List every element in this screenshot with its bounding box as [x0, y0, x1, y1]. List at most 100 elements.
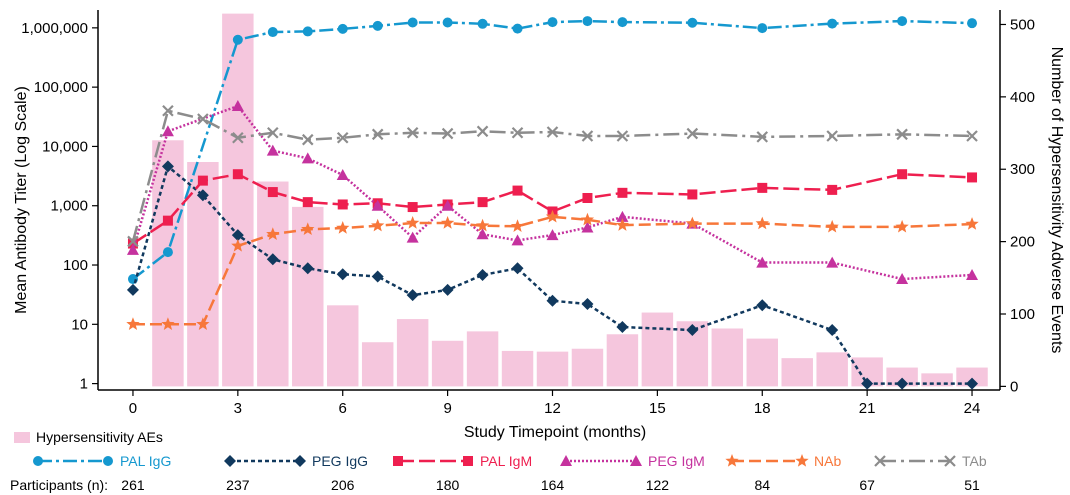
data-point	[756, 256, 769, 268]
data-point	[302, 26, 313, 37]
ae-bar	[257, 181, 289, 387]
legend-marker	[944, 455, 956, 467]
legend-marker	[874, 455, 886, 467]
series-peg-igg	[126, 160, 979, 390]
x-tick-label: 15	[649, 400, 666, 417]
legend-item: PAL IgG	[33, 453, 171, 469]
data-point	[476, 268, 489, 281]
data-point	[476, 125, 489, 138]
data-point	[162, 247, 173, 258]
ae-bar	[571, 348, 604, 387]
participants-count: 67	[859, 477, 875, 493]
data-point	[756, 131, 769, 143]
legend-marker	[795, 454, 809, 467]
ae-bar	[396, 319, 429, 387]
legend-label: PAL IgM	[480, 453, 532, 469]
data-point	[441, 283, 454, 296]
data-point	[337, 23, 348, 34]
data-point	[896, 128, 908, 141]
data-point	[162, 104, 174, 117]
participants-count: 206	[331, 477, 355, 493]
participants-count: 261	[121, 477, 145, 493]
data-point	[686, 127, 699, 140]
data-point	[966, 130, 978, 142]
data-point	[162, 215, 173, 226]
data-point	[966, 268, 979, 280]
data-point	[232, 34, 243, 45]
data-point	[336, 221, 350, 234]
data-point	[967, 18, 978, 29]
legend-marker	[725, 454, 739, 467]
right-y-tick-label: 0	[1010, 378, 1018, 395]
legend-item: PAL IgM	[393, 453, 532, 469]
data-point	[511, 234, 524, 246]
data-point	[266, 227, 280, 240]
data-point	[477, 197, 488, 208]
data-point	[582, 192, 593, 203]
legend-marker	[224, 455, 236, 467]
x-tick-label: 18	[754, 400, 771, 417]
data-point	[895, 219, 909, 233]
data-point	[371, 218, 385, 232]
data-point	[442, 17, 453, 28]
data-point	[687, 189, 698, 200]
data-point	[337, 199, 348, 210]
data-point	[371, 270, 384, 283]
participants-count: 122	[646, 477, 670, 493]
data-point	[231, 238, 245, 252]
left-y-tick-label: 100	[63, 257, 88, 274]
data-point	[616, 210, 629, 222]
data-point	[616, 321, 629, 334]
data-point	[231, 100, 244, 112]
ae-bar	[431, 340, 464, 387]
data-point	[896, 377, 909, 390]
data-point	[616, 130, 629, 142]
x-tick-label: 3	[234, 400, 242, 417]
data-point	[687, 17, 698, 28]
participants-count: 84	[754, 477, 770, 493]
data-point	[267, 126, 279, 139]
left-y-tick-label: 1,000	[50, 198, 88, 215]
data-point	[581, 221, 594, 233]
series-pal-igg	[127, 16, 978, 285]
series-line	[131, 109, 973, 242]
right-y-tick-label: 100	[1010, 306, 1035, 323]
data-point	[582, 16, 593, 27]
ae-bar	[816, 352, 848, 387]
data-point	[512, 23, 523, 34]
data-point	[161, 160, 174, 173]
legend-marker	[294, 455, 306, 467]
ae-bar	[781, 358, 813, 387]
data-point	[126, 283, 139, 296]
data-point	[861, 377, 874, 390]
data-point	[406, 231, 419, 243]
series-tab	[127, 104, 978, 248]
data-point	[511, 126, 524, 139]
data-point	[686, 324, 699, 337]
data-point	[406, 289, 419, 302]
participants-count: 164	[541, 477, 565, 493]
data-point	[197, 175, 208, 186]
ae-bar	[746, 338, 778, 387]
data-point	[371, 199, 384, 211]
data-point	[406, 126, 419, 139]
data-point	[196, 189, 209, 202]
data-point	[232, 131, 244, 144]
data-point	[827, 184, 838, 195]
x-tick-label: 12	[544, 400, 561, 417]
right-y-tick-label: 200	[1010, 234, 1035, 251]
x-axis-title: Study Timepoint (months)	[464, 424, 646, 441]
data-point	[476, 228, 489, 240]
data-point	[477, 18, 488, 29]
legend-marker	[630, 455, 642, 466]
data-point	[126, 317, 140, 330]
data-point	[161, 317, 175, 330]
ae-bar	[292, 206, 324, 387]
legend-label: NAb	[814, 453, 841, 469]
data-point	[580, 212, 595, 226]
legend-item: TAb	[874, 453, 987, 469]
data-point	[615, 218, 630, 231]
data-point	[581, 298, 594, 311]
ae-bar	[711, 328, 744, 387]
data-point	[441, 127, 454, 140]
